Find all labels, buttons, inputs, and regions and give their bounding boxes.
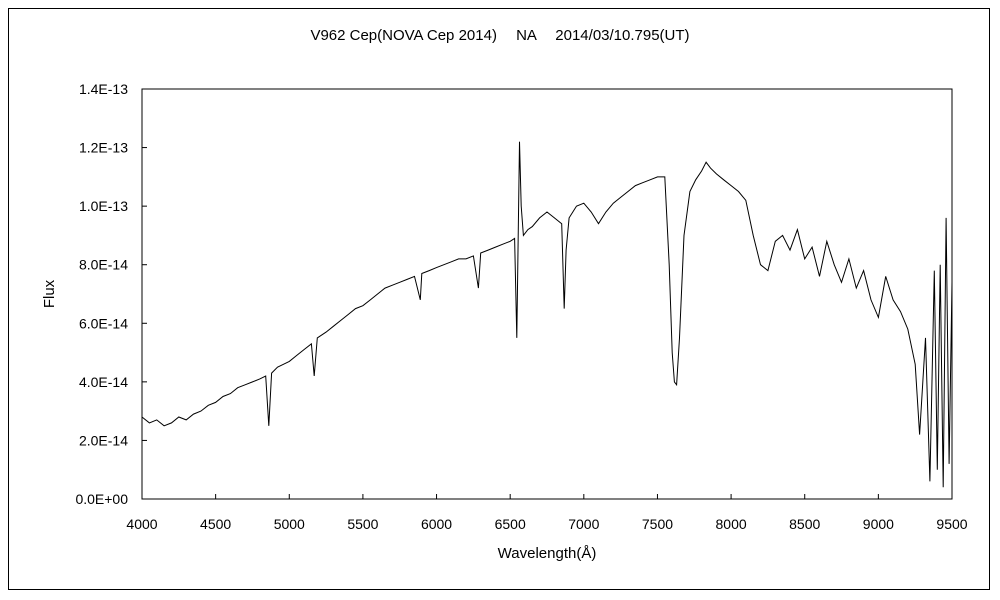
x-tick-label: 8500 xyxy=(789,516,820,532)
y-tick-label: 0.0E+00 xyxy=(75,491,128,507)
series-layer xyxy=(141,141,953,488)
x-tick-label: 7500 xyxy=(642,516,673,532)
x-tick-label: 7000 xyxy=(568,516,599,532)
chart-title: V962 Cep(NOVA Cep 2014) NA 2014/03/10.79… xyxy=(310,27,689,44)
y-tick-label: 2.0E-14 xyxy=(79,432,128,448)
x-tick-label: 4500 xyxy=(200,516,231,532)
y-tick-label: 1.2E-13 xyxy=(79,140,128,156)
x-tick-label: 4000 xyxy=(126,516,157,532)
x-tick-label: 8000 xyxy=(716,516,747,532)
y-tick-label: 8.0E-14 xyxy=(79,257,128,273)
y-tick-label: 1.0E-13 xyxy=(79,198,128,214)
y-tick-label: 6.0E-14 xyxy=(79,315,128,331)
x-axis-label: Wavelength(Å) xyxy=(498,545,597,562)
x-tick-label: 6500 xyxy=(495,516,526,532)
x-axis: 4000 4500 5000 5500 6000 6500 7000 7500 8000 8500… xyxy=(126,494,968,532)
x-tick-label: 5500 xyxy=(347,516,378,532)
x-tick-label: 6000 xyxy=(421,516,452,532)
x-tick-label: 5000 xyxy=(274,516,305,532)
y-tick-label: 1.4E-13 xyxy=(79,81,128,97)
y-tick-label: 4.0E-14 xyxy=(79,374,128,390)
y-axis: 0.0E+00 2.0E-14 4.0E-14 6.0E-14 8.0E-14 1.0E-… xyxy=(75,81,147,507)
x-tick-label: 9000 xyxy=(863,516,894,532)
chart-frame xyxy=(8,8,990,590)
x-tick-label: 9500 xyxy=(936,516,967,532)
y-axis-label: Flux xyxy=(41,279,58,308)
flux-series-line xyxy=(141,141,953,488)
plot-area xyxy=(141,88,953,500)
